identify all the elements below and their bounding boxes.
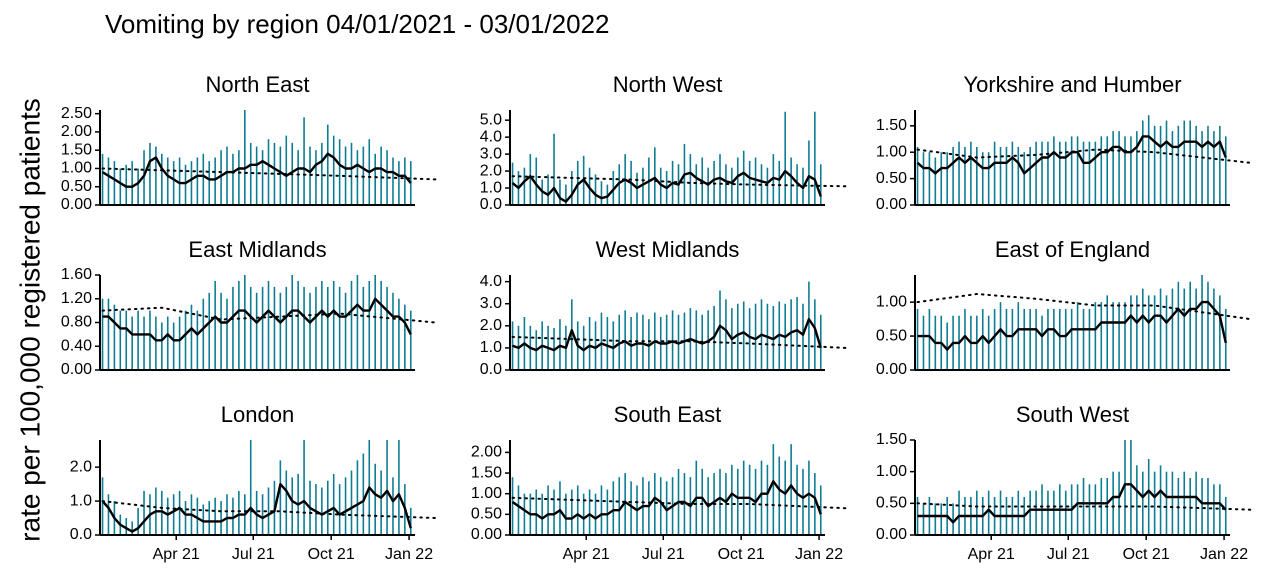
smoothed-line — [511, 169, 822, 203]
y-tick-label: 1.00 — [876, 143, 907, 160]
panel-title: East Midlands — [188, 237, 326, 262]
y-tick-label: 5.0 — [480, 111, 502, 128]
baseline-line — [101, 500, 437, 519]
x-tick-label: Jan 22 — [795, 546, 843, 563]
y-tick-label: 1.00 — [876, 463, 907, 480]
x-tick-label: Jan 22 — [1200, 546, 1248, 563]
panel-title: South East — [614, 402, 722, 427]
y-tick-label: 0.40 — [61, 337, 92, 354]
panel-title: East of England — [995, 237, 1150, 262]
chart-title: Vomiting by region 04/01/2021 - 03/01/20… — [105, 9, 610, 39]
y-tick-label: 0.50 — [876, 495, 907, 512]
y-tick-label: 1.00 — [61, 160, 92, 177]
y-tick-label: 2.0 — [480, 317, 502, 334]
panel: South West 0.00 0.50 1.00 1.50 Apr 21 Jul 21 Oc… — [876, 402, 1252, 563]
panel: West Midlands 0.0 1.0 2.0 3.0 4.0 — [480, 237, 847, 378]
x-tick-label: Jul 21 — [642, 546, 685, 563]
y-tick-label: 1.00 — [876, 293, 907, 310]
y-tick-label: 4.0 — [480, 273, 502, 290]
y-tick-label: 0.50 — [876, 327, 907, 344]
smoothed-line — [511, 480, 822, 520]
y-tick-label: 3.0 — [480, 295, 502, 312]
y-tick-label: 2.00 — [471, 444, 502, 461]
panel-title: London — [221, 402, 294, 427]
panel-title: North West — [613, 72, 723, 97]
x-tick-label: Oct 21 — [1123, 546, 1170, 563]
y-tick-label: 0.0 — [480, 196, 502, 213]
y-tick-label: 0.80 — [61, 314, 92, 331]
baseline-line — [511, 175, 847, 188]
x-tick-label: Apr 21 — [153, 546, 200, 563]
smoothed-line — [917, 300, 1227, 351]
panel: East of England 0.00 0.50 1.00 — [876, 237, 1252, 378]
y-tick-label: 0.00 — [61, 196, 92, 213]
panel: East Midlands 0.00 0.40 0.80 1.20 1.60 — [61, 237, 437, 378]
y-tick-label: 0.00 — [876, 526, 907, 543]
panel-title: South West — [1016, 402, 1129, 427]
smoothed-line — [101, 152, 412, 188]
smoothed-line — [916, 135, 1227, 175]
y-tick-label: 0.00 — [876, 361, 907, 378]
x-tick-label: Oct 21 — [718, 546, 765, 563]
y-tick-label: 3.0 — [480, 145, 502, 162]
y-axis-title: rate per 100,000 registered patients — [14, 98, 45, 542]
baseline-line — [916, 502, 1252, 511]
y-tick-label: 1.50 — [876, 431, 907, 448]
x-tick-label: Oct 21 — [308, 546, 355, 563]
y-tick-label: 1.0 — [480, 179, 502, 196]
y-tick-label: 1.50 — [471, 464, 502, 481]
x-tick-label: Apr 21 — [563, 546, 610, 563]
smoothed-line — [101, 482, 412, 533]
y-tick-label: 0.0 — [480, 361, 502, 378]
x-tick-label: Jul 21 — [232, 546, 275, 563]
y-tick-label: 0.00 — [471, 526, 502, 543]
y-tick-label: 1.00 — [471, 485, 502, 502]
baseline-line — [916, 292, 1252, 321]
y-tick-label: 4.0 — [480, 128, 502, 145]
y-tick-label: 0.00 — [876, 196, 907, 213]
panel: North West 0.01.02.03.04.05.0 — [480, 72, 847, 213]
smoothed-line — [512, 318, 822, 352]
panel: North East 0.000.501.00 1.502.002.50 — [61, 72, 437, 213]
y-tick-label: 2.00 — [61, 123, 92, 140]
baseline-line — [916, 148, 1252, 164]
panel-title: West Midlands — [596, 237, 740, 262]
baseline-line — [101, 167, 437, 181]
y-tick-label: 1.0 — [70, 492, 92, 509]
y-tick-label: 1.0 — [480, 339, 502, 356]
smoothed-line — [917, 483, 1227, 524]
y-tick-label: 0.00 — [61, 361, 92, 378]
baseline-line — [511, 335, 847, 349]
panel: Yorkshire and Humber 0.00 0.50 1.00 1.50 — [876, 72, 1252, 213]
y-tick-label: 1.50 — [876, 117, 907, 134]
y-tick-label: 1.50 — [61, 141, 92, 158]
smoothed-line — [102, 297, 412, 342]
x-tick-label: Jul 21 — [1047, 546, 1090, 563]
y-tick-label: 0.50 — [876, 170, 907, 187]
x-tick-label: Apr 21 — [968, 546, 1015, 563]
y-tick-label: 0.0 — [70, 526, 92, 543]
y-tick-label: 0.50 — [61, 178, 92, 195]
panel-title: Yorkshire and Humber — [963, 72, 1181, 97]
panel: London 0.0 1.0 2.0 Apr 21 Jul 21 Oct 21 Jan 22 — [70, 402, 437, 563]
y-tick-label: 2.50 — [61, 105, 92, 122]
y-tick-label: 2.0 — [70, 458, 92, 475]
panel: South East 0.00 0.50 1.00 1.50 2.00 Apr 21 Jul … — [471, 402, 847, 563]
y-tick-label: 2.0 — [480, 162, 502, 179]
x-tick-label: Jan 22 — [385, 546, 433, 563]
panel-title: North East — [206, 72, 310, 97]
y-tick-label: 0.50 — [471, 506, 502, 523]
baseline-line — [511, 496, 847, 510]
y-tick-label: 1.20 — [61, 290, 92, 307]
y-tick-label: 1.60 — [61, 266, 92, 283]
